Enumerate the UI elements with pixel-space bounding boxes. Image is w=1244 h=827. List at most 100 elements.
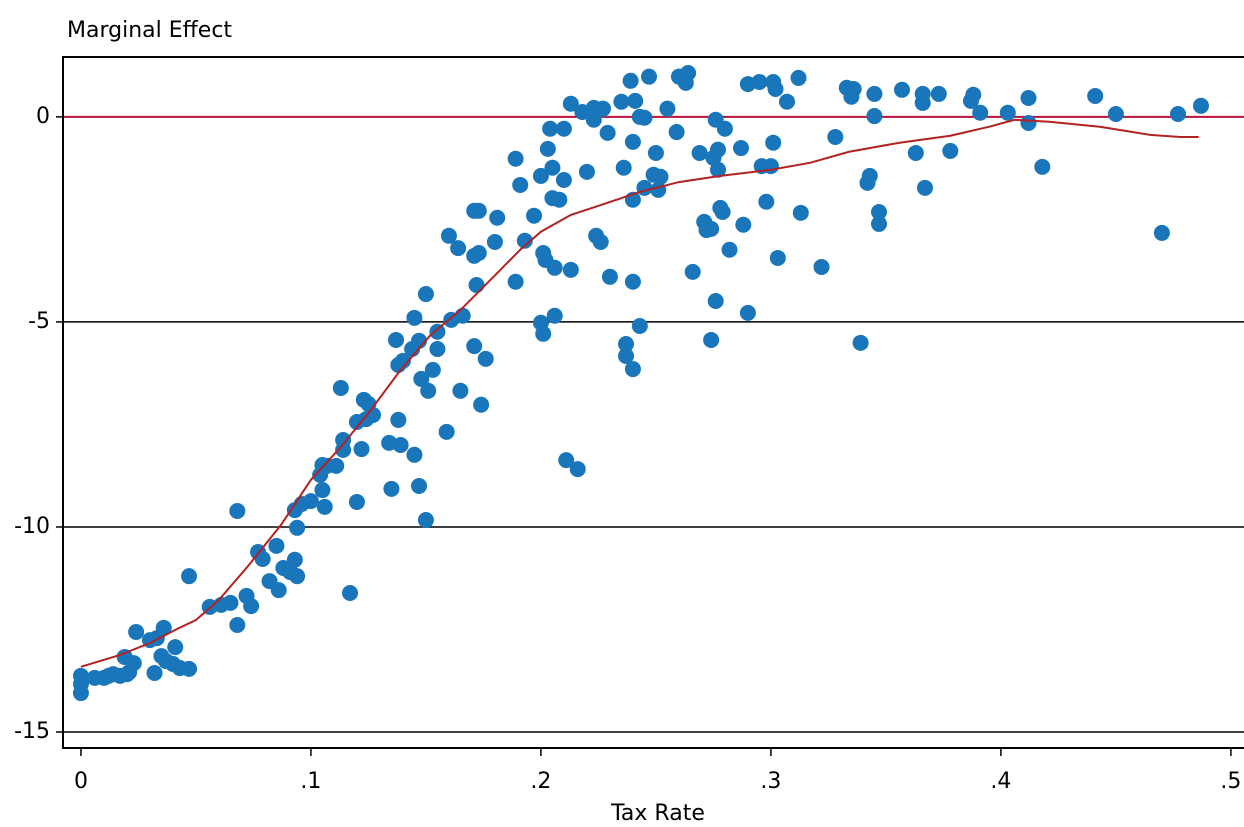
scatter-point [424, 361, 441, 378]
scatter-point [477, 350, 494, 367]
scatter-point [438, 423, 455, 440]
scatter-point [546, 307, 563, 324]
x-tick-label: 0 [74, 769, 88, 794]
scatter-point [647, 144, 664, 161]
scatter-point [562, 261, 579, 278]
scatter-point [624, 273, 641, 290]
scatter-point [562, 95, 579, 112]
scatter-point [615, 159, 632, 176]
scatter-point [813, 258, 830, 275]
scatter-point [792, 204, 809, 221]
scatter-point [627, 92, 644, 109]
scatter-point [289, 519, 306, 536]
scatter-point [733, 140, 750, 157]
scatter-point [716, 120, 733, 137]
scatter-point [751, 74, 768, 91]
scatter-point [1107, 106, 1124, 123]
chart-title: Marginal Effect [67, 18, 232, 43]
scatter-point [417, 511, 434, 528]
scatter-point [302, 493, 319, 510]
scatter-point [871, 204, 888, 221]
scatter-point [769, 249, 786, 266]
scatter-point [392, 436, 409, 453]
scatter-point [765, 134, 782, 151]
scatter-point [417, 286, 434, 303]
scatter-point [526, 207, 543, 224]
scatter-point [894, 81, 911, 98]
scatter-point [243, 598, 260, 615]
scatter-point [762, 158, 779, 175]
scatter-point [406, 446, 423, 463]
scatter-point [507, 273, 524, 290]
scatter-point [569, 461, 586, 478]
scatter-point [636, 109, 653, 126]
scatter-point [618, 336, 635, 353]
scatter-point [546, 259, 563, 276]
scatter-point [544, 159, 561, 176]
scatter-point [535, 325, 552, 342]
scatter-point [286, 551, 303, 568]
scatter-point [767, 80, 784, 97]
scatter-point [668, 124, 685, 141]
scatter-point [618, 347, 635, 364]
scatter-point [861, 167, 878, 184]
scatter-point [125, 655, 142, 672]
scatter-point [555, 172, 572, 189]
scatter-point [601, 268, 618, 285]
scatter-point [1169, 106, 1186, 123]
scatter-point [406, 309, 423, 326]
scatter-point [268, 537, 285, 554]
scatter-point [965, 86, 982, 103]
plot-frame [62, 56, 1244, 749]
scatter-point [316, 498, 333, 515]
scatter-point [394, 352, 411, 369]
scatter-point [1034, 158, 1051, 175]
scatter-point [181, 568, 198, 585]
scatter-point [624, 133, 641, 150]
scatter-point [827, 128, 844, 145]
scatter-point [852, 334, 869, 351]
scatter-point [917, 179, 934, 196]
scatter-point [411, 477, 428, 494]
scatter-point [558, 452, 575, 469]
scatter-point [1192, 97, 1209, 114]
scatter-point [342, 584, 359, 601]
scatter-point [930, 85, 947, 102]
scatter-point [684, 263, 701, 280]
scatter-point [1020, 90, 1037, 107]
y-tick-label: -15 [14, 719, 50, 744]
y-tick-label: 0 [36, 104, 50, 129]
scatter-point [659, 100, 676, 117]
scatter-point [845, 80, 862, 97]
scatter-point [636, 179, 653, 196]
scatter-point [181, 660, 198, 677]
scatter-point [390, 411, 407, 428]
scatter-point [710, 141, 727, 158]
scatter-point [542, 120, 559, 137]
x-tick-label: .4 [990, 769, 1011, 794]
scatter-point [229, 502, 246, 519]
scatter-point [578, 163, 595, 180]
x-axis-label: Tax Rate [610, 801, 705, 826]
y-tick-label: -10 [14, 514, 50, 539]
fit-line [80, 118, 1199, 668]
scatter-point [942, 142, 959, 159]
scatter-point [420, 382, 437, 399]
x-tick-label: .3 [760, 769, 781, 794]
scatter-point [454, 307, 471, 324]
scatter-point [440, 227, 457, 244]
scatter-point [388, 331, 405, 348]
scatter-point [866, 85, 883, 102]
scatter-point [128, 623, 145, 640]
scatter-point [1020, 115, 1037, 132]
scatter-point [631, 318, 648, 335]
scatter-point [289, 568, 306, 585]
scatter-point [468, 277, 485, 294]
scatter-point [328, 457, 345, 474]
scatter-point [1153, 224, 1170, 241]
scatter-point [691, 144, 708, 161]
scatter-point [413, 370, 430, 387]
scatter-point [758, 193, 775, 210]
scatter-point [972, 104, 989, 121]
scatter-point [72, 685, 89, 702]
